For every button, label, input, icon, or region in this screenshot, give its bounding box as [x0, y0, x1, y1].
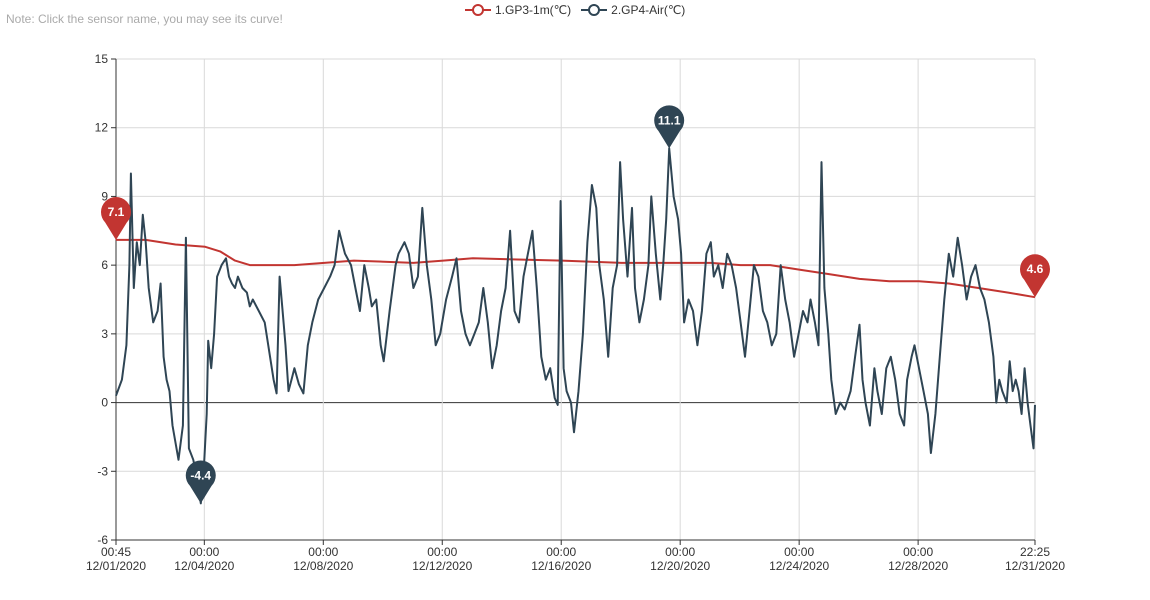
series-line-1	[116, 238, 1036, 299]
x-tick-label-time: 00:00	[189, 545, 219, 559]
marker-pin-label: 7.1	[108, 205, 125, 219]
legend-line-circle-icon	[465, 4, 491, 16]
y-tick-label: -6	[97, 533, 108, 547]
x-tick-label-time: 00:00	[903, 545, 933, 559]
marker-pin-2-2: -4.4	[185, 460, 216, 504]
y-tick-label: 6	[101, 258, 108, 272]
marker-pin-label: -4.4	[190, 468, 211, 482]
marker-pin-shape	[1020, 254, 1050, 298]
marker-pin-shape	[185, 460, 216, 504]
marker-pin-label: 11.1	[658, 113, 681, 127]
y-tick-label: 3	[101, 327, 108, 341]
chart-note: Note: Click the sensor name, you may see…	[6, 12, 283, 26]
x-tick-label-time: 00:45	[101, 545, 131, 559]
x-tick-label-time: 00:00	[546, 545, 576, 559]
legend-item-gp3[interactable]: 1.GP3-1m(℃)	[465, 3, 571, 17]
marker-pin-label: 4.6	[1027, 262, 1044, 276]
x-tick-label-date: 12/24/2020	[769, 559, 829, 573]
x-tick-label-time: 00:00	[308, 545, 338, 559]
marker-pin-2-1: 11.1	[654, 105, 685, 149]
x-tick-label-time: 00:00	[665, 545, 695, 559]
marker-pin-shape	[101, 197, 131, 240]
marker-pin-1-1: 7.1	[101, 197, 131, 240]
marker-pin-shape	[654, 105, 685, 149]
x-tick-label-date: 12/08/2020	[293, 559, 353, 573]
y-tick-label: 9	[101, 189, 108, 203]
x-tick-label-date: 12/12/2020	[412, 559, 472, 573]
y-tick-label: 0	[101, 396, 108, 410]
legend-label-gp4: 2.GP4-Air(℃)	[611, 3, 686, 17]
x-tick-label-time: 22:25	[1020, 545, 1050, 559]
x-tick-label-date: 12/04/2020	[174, 559, 234, 573]
x-tick-label-date: 12/28/2020	[888, 559, 948, 573]
chart-legend: 1.GP3-1m(℃) 2.GP4-Air(℃)	[465, 3, 685, 17]
y-tick-label: 15	[95, 52, 109, 66]
x-tick-label-date: 12/31/2020	[1005, 559, 1065, 573]
y-tick-label: -3	[97, 464, 108, 478]
x-tick-label-date: 12/20/2020	[650, 559, 710, 573]
legend-label-gp3: 1.GP3-1m(℃)	[495, 3, 572, 17]
y-tick-label: 12	[95, 121, 109, 135]
series-line-2	[115, 147, 1036, 505]
x-tick-label-date: 12/01/2020	[86, 559, 146, 573]
x-tick-label-date: 12/16/2020	[531, 559, 591, 573]
x-tick-label-time: 00:00	[784, 545, 814, 559]
legend-line-circle-icon	[581, 4, 608, 16]
x-tick-label-time: 00:00	[427, 545, 457, 559]
marker-pin-1-2: 4.6	[1020, 254, 1050, 298]
legend-item-gp4[interactable]: 2.GP4-Air(℃)	[581, 3, 685, 17]
